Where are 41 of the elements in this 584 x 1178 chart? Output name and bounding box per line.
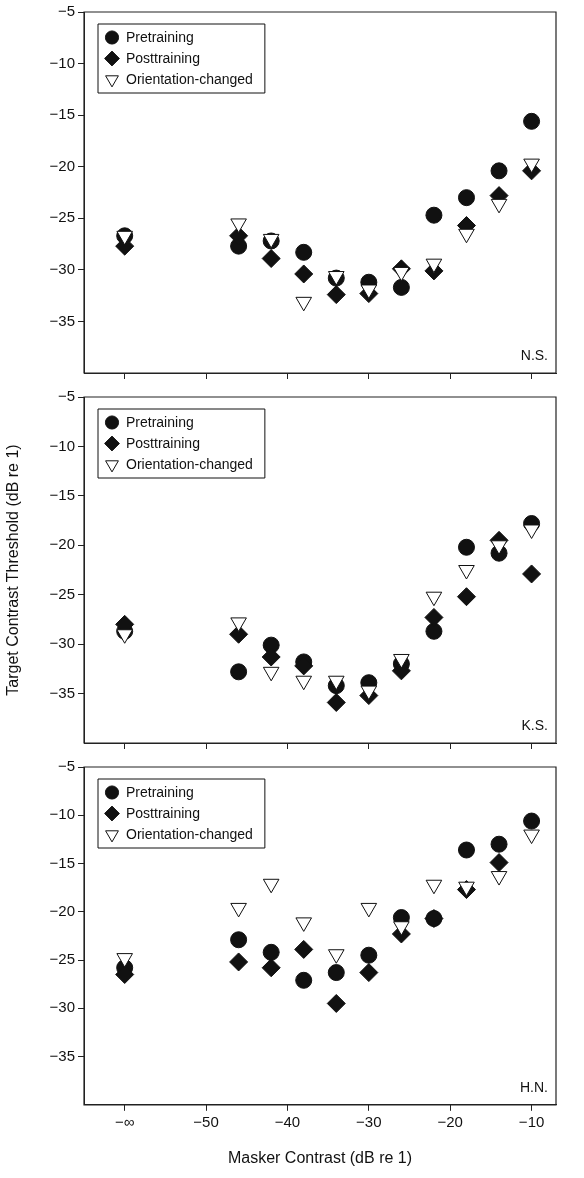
y-tick-label: −25 bbox=[49, 950, 75, 968]
annotation: H.N. bbox=[520, 1078, 548, 1095]
legend-label: Posttraining bbox=[126, 50, 200, 67]
y-tick-label: −20 bbox=[49, 901, 75, 919]
y-tick-label: −30 bbox=[49, 634, 75, 652]
y-tick-label: −15 bbox=[49, 853, 75, 871]
y-tick-label: −20 bbox=[49, 535, 75, 553]
legend-label: Orientation-changed bbox=[126, 826, 253, 843]
x-axis-title: Masker Contrast (dB re 1) bbox=[227, 1148, 413, 1166]
legend-label: Pretraining bbox=[126, 414, 194, 431]
y-tick-label: −35 bbox=[49, 1046, 75, 1064]
y-tick-label: −5 bbox=[57, 387, 75, 405]
x-tick-label: −50 bbox=[193, 1112, 219, 1130]
y-tick-label: −15 bbox=[49, 486, 75, 503]
y-tick-label: −5 bbox=[57, 757, 75, 775]
legend-label: Posttraining bbox=[126, 805, 200, 822]
x-tick-label: −30 bbox=[356, 1112, 382, 1130]
legend-label: Orientation-changed bbox=[126, 456, 253, 473]
x-tick-label: −20 bbox=[437, 1112, 463, 1130]
y-tick-label: −30 bbox=[49, 998, 75, 1016]
y-tick-label: −30 bbox=[49, 260, 75, 277]
legend-label: Orientation-changed bbox=[126, 71, 253, 88]
y-tick-label: −15 bbox=[49, 105, 75, 123]
x-tick-label: −40 bbox=[274, 1112, 301, 1130]
y-tick-label: −35 bbox=[49, 683, 75, 701]
y-tick-label: −25 bbox=[49, 208, 75, 226]
legend-label: Pretraining bbox=[126, 29, 194, 46]
legend-label: Pretraining bbox=[126, 784, 194, 801]
y-tick-label: −10 bbox=[49, 436, 75, 454]
annotation: K.S. bbox=[521, 716, 548, 733]
annotation: N.S. bbox=[520, 346, 548, 363]
y-tick-label: −25 bbox=[49, 584, 75, 602]
y-tick-label: −20 bbox=[49, 156, 75, 174]
y-axis-title: Target Contrast Threshold (dB re 1) bbox=[4, 444, 22, 696]
x-tick-label: −10 bbox=[518, 1112, 545, 1130]
y-tick-label: −10 bbox=[49, 53, 75, 71]
y-tick-label: −5 bbox=[57, 2, 75, 20]
y-tick-label: −35 bbox=[49, 311, 75, 329]
y-tick-label: −10 bbox=[49, 805, 75, 823]
x-tick-label: −∞ bbox=[114, 1112, 135, 1130]
legend-label: Posttraining bbox=[126, 435, 200, 452]
